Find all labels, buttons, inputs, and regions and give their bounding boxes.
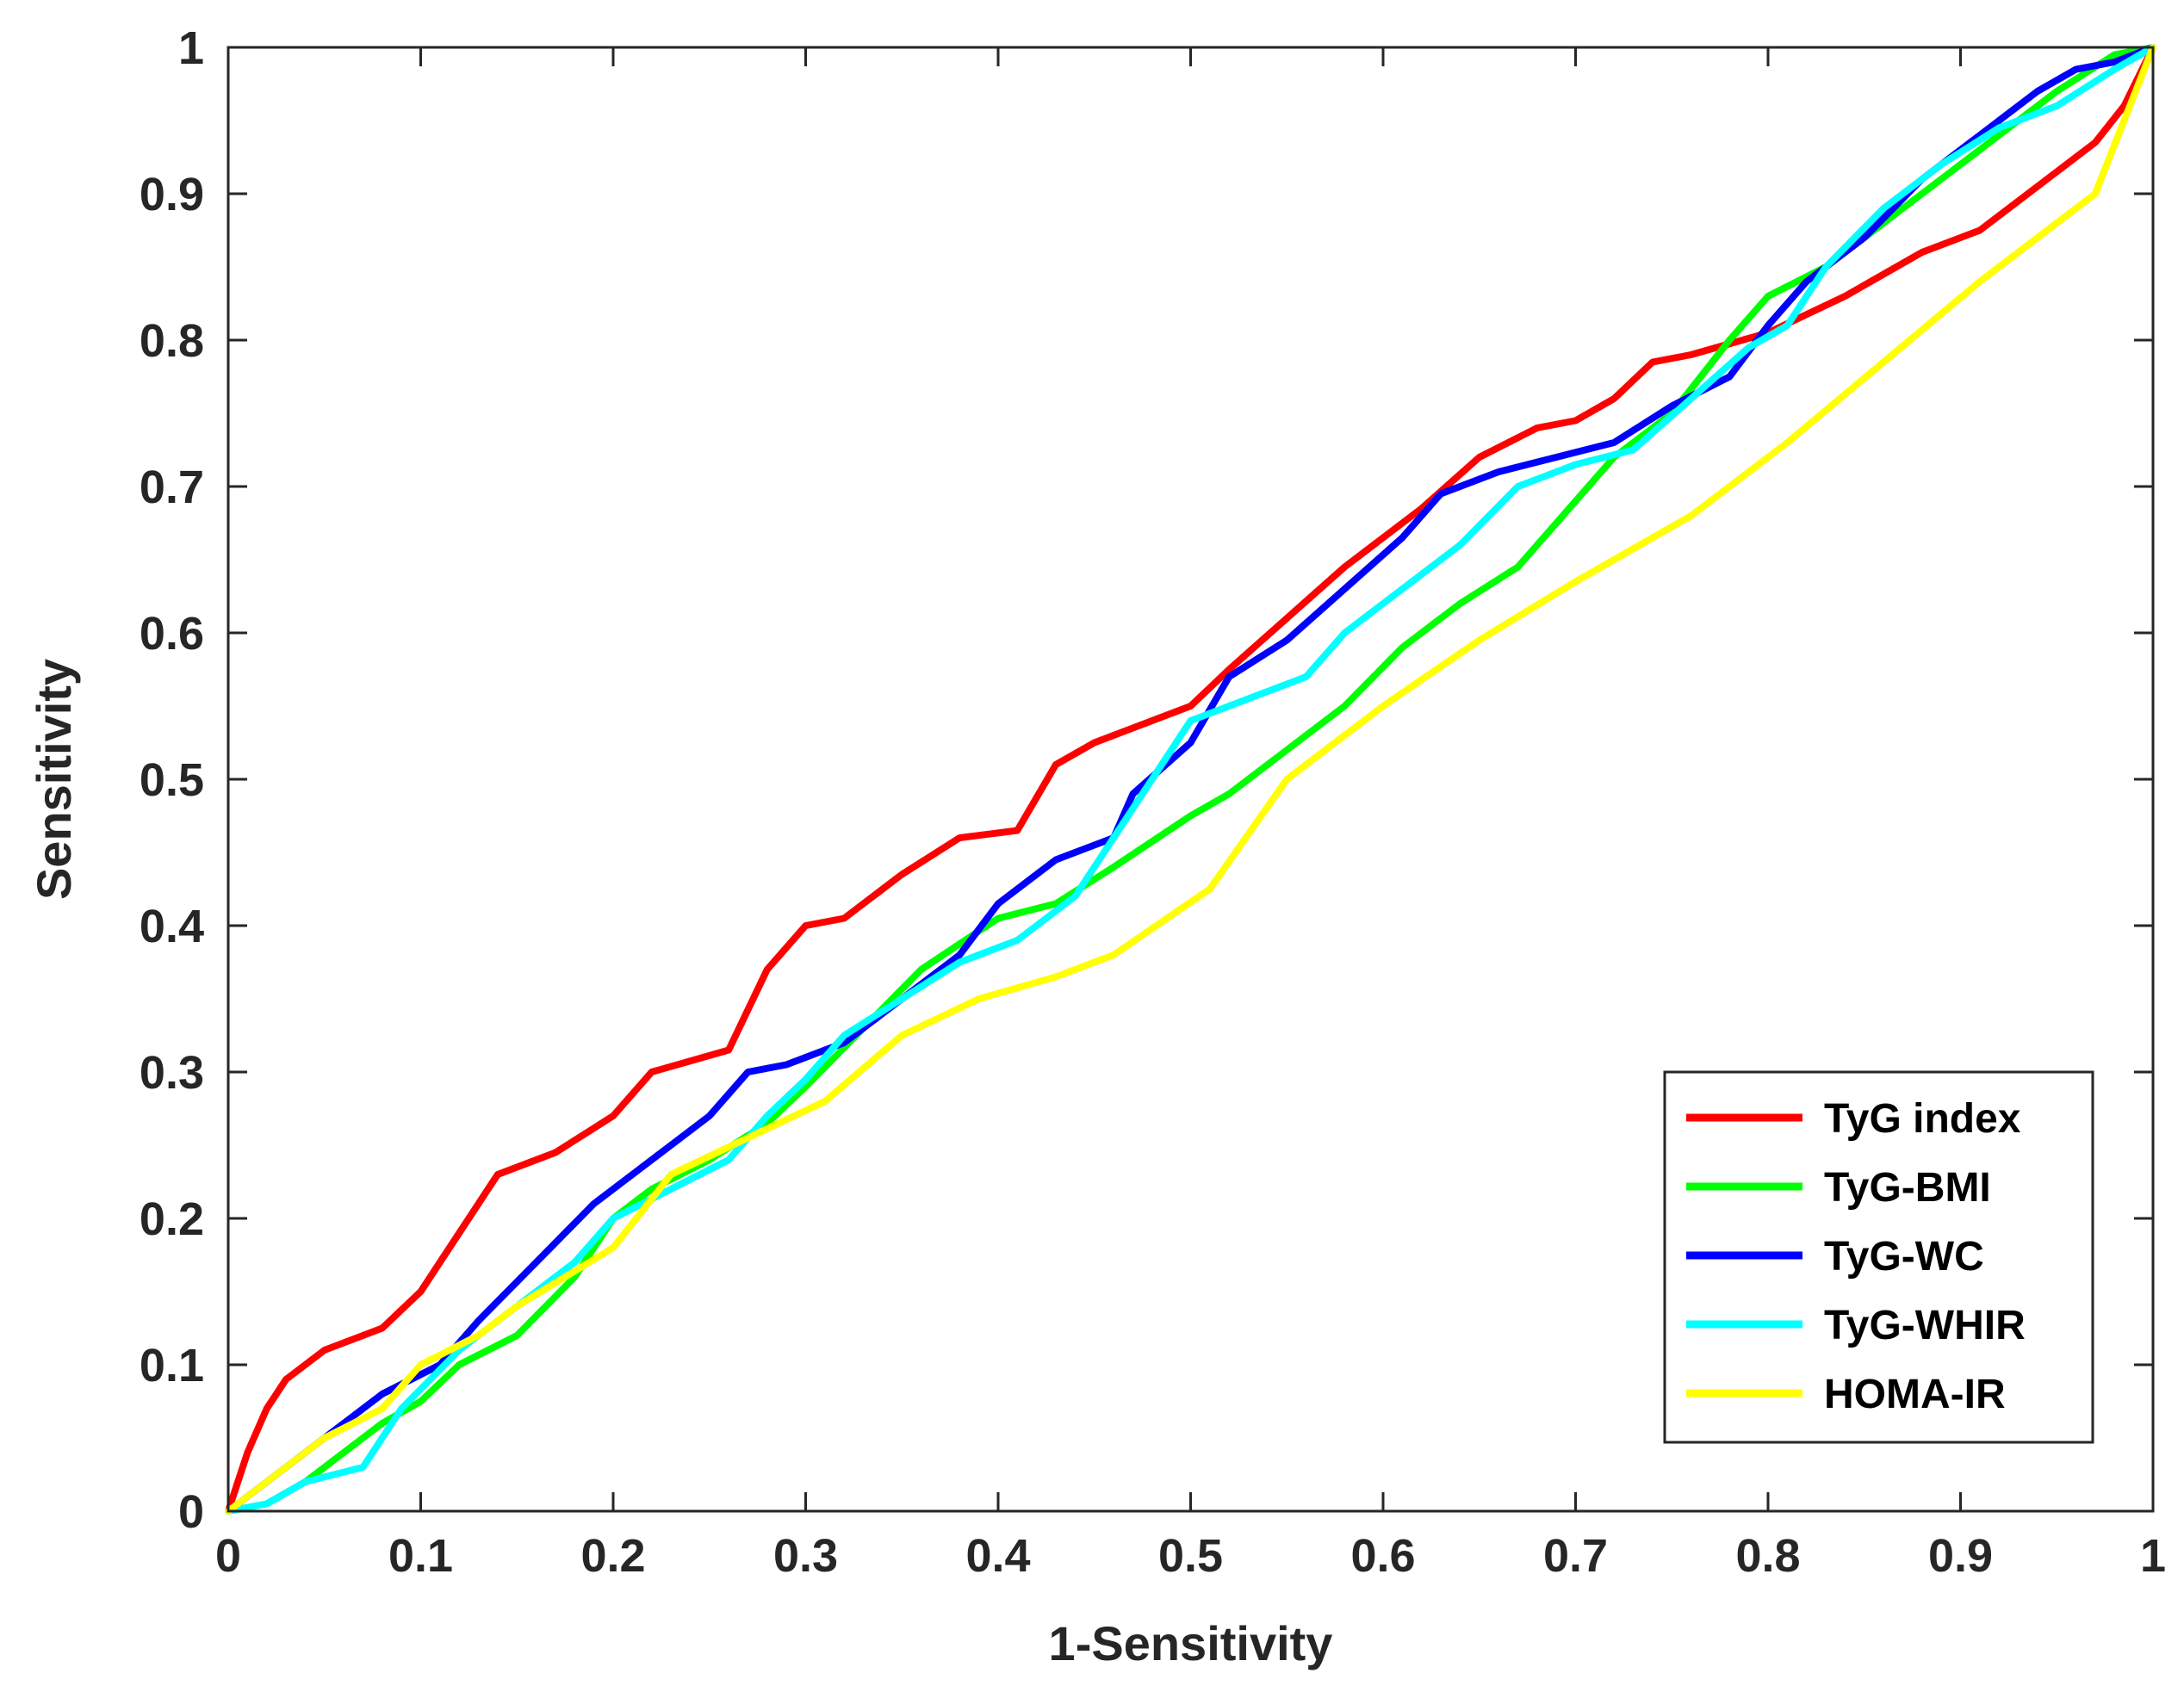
legend-label: HOMA-IR: [1824, 1372, 2006, 1417]
x-axis-label: 1-Sensitivity: [1049, 1616, 1333, 1670]
y-tick-label: 0.8: [140, 315, 204, 367]
x-tick-label: 0.3: [773, 1530, 838, 1582]
legend-label: TyG-WC: [1824, 1234, 1984, 1280]
y-tick-label: 0.1: [140, 1340, 204, 1391]
x-tick-label: 0.1: [388, 1530, 453, 1582]
legend: TyG index TyG-BMI TyG-WC TyG-WHIR HOMA-IR: [1663, 1070, 2094, 1444]
x-tick-label: 0.4: [965, 1530, 1030, 1582]
y-tick-label: 0: [178, 1486, 204, 1538]
x-tick-label: 0.9: [1928, 1530, 1993, 1582]
x-tick-label: 0.5: [1158, 1530, 1223, 1582]
legend-label: TyG index: [1824, 1096, 2021, 1142]
series-lines: [225, 44, 2156, 1515]
y-tick-label: 0.9: [140, 169, 204, 220]
axis-ticks: [226, 46, 2155, 1513]
legend-label: TyG-WHIR: [1824, 1303, 2026, 1348]
y-tick-label: 0.2: [140, 1193, 204, 1245]
x-tick-label: 0.6: [1350, 1530, 1415, 1582]
y-tick-label: 0.7: [140, 462, 204, 513]
y-axis-label: Sensitivity: [27, 659, 81, 900]
y-tick-label: 0.3: [140, 1047, 204, 1099]
legend-label: TyG-BMI: [1824, 1165, 1991, 1211]
series-line-5: [225, 44, 2156, 1515]
x-tick-label: 0.7: [1543, 1530, 1608, 1582]
x-tick-label: 0: [215, 1530, 241, 1582]
y-tick-label: 0.5: [140, 754, 204, 806]
y-tick-label: 0.6: [140, 608, 204, 660]
x-tick-label: 0.8: [1735, 1530, 1800, 1582]
tick-labels: 0 0.1 0.2 0.3 0.4 0.5 0.6 0.7 0.8 0.9 1 0 0.1 0.2 0.3 0…: [140, 22, 2166, 1582]
y-tick-label: 1: [178, 22, 204, 74]
x-tick-label: 1: [2140, 1530, 2166, 1582]
x-tick-label: 0.2: [580, 1530, 645, 1582]
y-tick-label: 0.4: [140, 901, 204, 952]
